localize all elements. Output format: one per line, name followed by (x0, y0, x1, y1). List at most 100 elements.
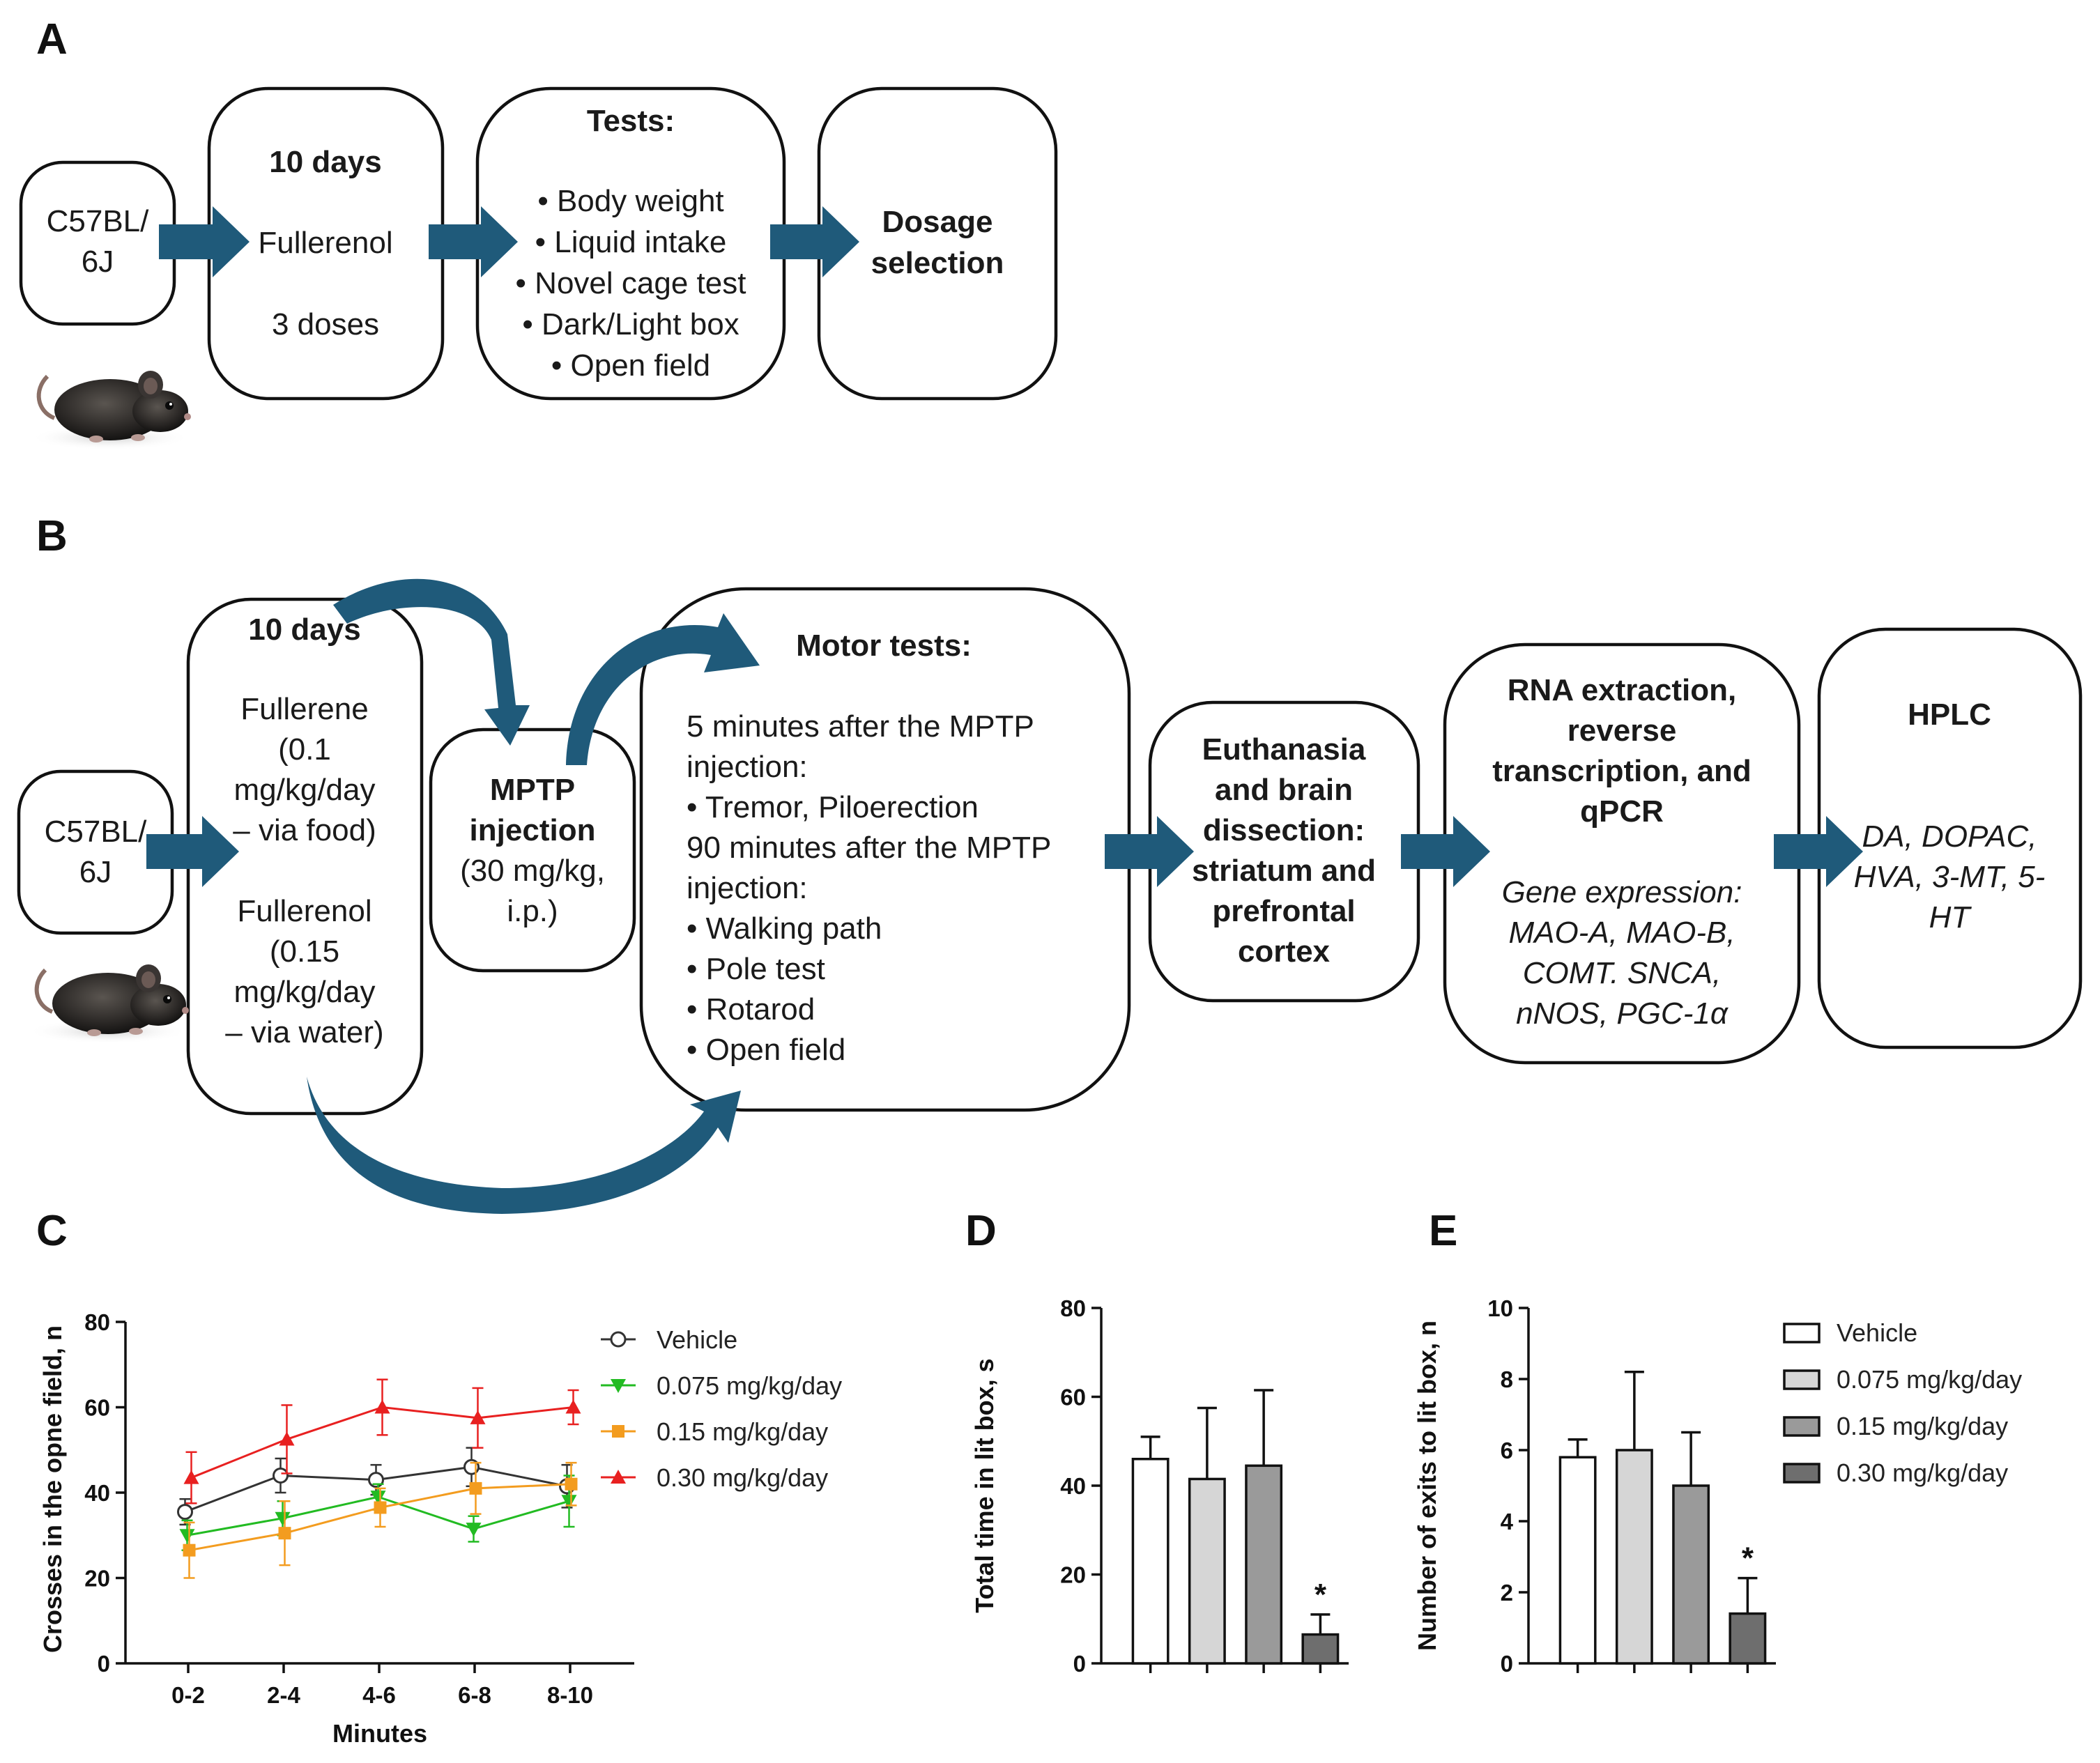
b-hplc-line: HVA, 3-MT, 5- (1854, 860, 2046, 894)
a-tests-box: Tests: • Body weight • Liquid intake • N… (475, 86, 786, 401)
legend-label: 0.075 mg/kg/day (1837, 1365, 2022, 1394)
x-tick-label: 4-6 (362, 1682, 396, 1708)
b-euthanasia-line: striatum and (1192, 854, 1376, 888)
data-point (374, 1501, 387, 1514)
legend-swatch (1783, 1369, 1821, 1390)
significance-marker: * (1315, 1578, 1327, 1612)
b-euthanasia-line: prefrontal (1212, 894, 1355, 928)
b-hplc-title: HPLC (1908, 698, 1991, 732)
legend-label: 0.30 mg/kg/day (1837, 1458, 2008, 1487)
panel-a-label: A (36, 15, 68, 63)
b-treatment-title: 10 days (248, 613, 360, 647)
a-tests-item: • Open field (551, 348, 710, 383)
a-dosage-line2: selection (871, 246, 1004, 280)
y-axis-label: Crosses in the opne field, n (38, 1325, 67, 1653)
b-motor-line: 90 minutes after the MPTP (687, 831, 1051, 865)
b-euthanasia-line: and brain (1215, 773, 1353, 807)
b-euthanasia-line: cortex (1238, 934, 1331, 969)
b-motor-line: 5 minutes after the MPTP (687, 709, 1034, 744)
y-tick-label: 40 (84, 1480, 110, 1506)
data-point (565, 1477, 578, 1491)
a-duration-title: 10 days (269, 145, 381, 179)
y-tick-label: 6 (1501, 1438, 1513, 1463)
panel-c-label: C (36, 1207, 68, 1255)
a-tests-item: • Body weight (537, 184, 723, 218)
data-point (183, 1470, 199, 1484)
b-rna-box: RNA extraction, reverse transcription, a… (1443, 642, 1801, 1065)
b-mptp-line: i.p.) (507, 894, 558, 928)
chart-c: 0 20 40 60 80 0-2 2-4 4-6 6-8 8-10 Minutes Crosses … (38, 1309, 842, 1748)
bar (1188, 1477, 1226, 1665)
b-motor-line: injection: (687, 871, 808, 905)
bar (1558, 1456, 1597, 1665)
bar (1301, 1633, 1340, 1665)
a-flow-arrow-1 (159, 206, 250, 277)
b-treatment-line: Fullerenol (237, 894, 371, 928)
y-tick-label: 60 (1060, 1385, 1086, 1410)
a-tests-title: Tests: (587, 104, 675, 138)
b-curved-arrow-bottom (307, 1077, 741, 1214)
b-curved-arrow-to-mptp (333, 578, 530, 746)
b-rna-gene-line: Gene expression: (1502, 875, 1742, 909)
data-point (179, 1529, 195, 1543)
a-tests-item: • Dark/Light box (522, 307, 739, 341)
a-dosage-box: Dosage selection (817, 86, 1058, 401)
y-tick-label: 0 (1073, 1651, 1086, 1677)
b-treatment-line: – via water) (225, 1015, 383, 1049)
bar (1245, 1464, 1283, 1665)
y-tick-label: 80 (1060, 1295, 1086, 1321)
data-point (611, 1470, 626, 1484)
y-axis-label: Total time in lit box, s (970, 1358, 999, 1612)
b-rna-gene-line: nNOS, PGC-1α (1516, 996, 1729, 1031)
b-rna-gene-line: MAO-A, MAO-B, (1508, 916, 1735, 950)
b-rna-title-line: qPCR (1580, 794, 1664, 829)
b-euthanasia-line: dissection: (1203, 813, 1365, 847)
panel-a: A C57BL/ 6J 10 days Fullerenol 3 doses T… (19, 15, 1058, 450)
y-tick-label: 40 (1060, 1473, 1086, 1499)
legend-label: Vehicle (1837, 1318, 1917, 1347)
b-motor-line: • Pole test (687, 952, 825, 986)
data-point (279, 1431, 295, 1446)
b-treatment-line: Fullerene (240, 692, 368, 726)
b-start-box: C57BL/ 6J (17, 769, 174, 935)
legend-swatch (1783, 1416, 1821, 1437)
b-treatment-box: 10 days Fullerene (0.1 mg/kg/day – via f… (186, 597, 424, 1116)
a-start-line1: C57BL/ (47, 204, 150, 238)
b-motor-line: injection: (687, 750, 808, 784)
panel-b: B C57BL/ 6J 10 days Fullerene (0.1 mg/kg… (17, 512, 2083, 1214)
y-tick-label: 4 (1501, 1509, 1514, 1534)
bar (1131, 1458, 1170, 1665)
b-motor-title: Motor tests: (796, 629, 972, 663)
legend-label: 0.15 mg/kg/day (657, 1417, 828, 1446)
b-hplc-line: DA, DOPAC, (1862, 819, 2037, 854)
b-curved-arrow-to-motor (566, 613, 760, 765)
y-tick-label: 60 (84, 1395, 110, 1421)
y-tick-label: 2 (1501, 1580, 1513, 1606)
legend-label: 0.30 mg/kg/day (657, 1463, 828, 1492)
a-duration-line2: 3 doses (272, 307, 379, 341)
bar (1615, 1449, 1653, 1665)
data-point (275, 1511, 291, 1526)
y-tick-label: 80 (84, 1309, 110, 1335)
b-rna-title-line: transcription, and (1492, 754, 1752, 788)
b-hplc-line: HT (1929, 900, 1972, 934)
x-tick-label: 8-10 (547, 1682, 593, 1708)
b-treatment-line: mg/kg/day (234, 773, 376, 807)
b-flow-arrow-2 (1105, 816, 1194, 887)
data-point (374, 1399, 390, 1414)
panel-e-label: E (1429, 1207, 1457, 1255)
b-start-line2: 6J (79, 855, 112, 889)
b-motor-line: • Walking path (687, 911, 882, 946)
a-tests-item: • Novel cage test (516, 266, 746, 300)
data-point (177, 1504, 193, 1521)
b-mptp-box: MPTP injection (30 mg/kg, i.p.) (429, 727, 636, 973)
b-rna-title-line: RNA extraction, (1508, 673, 1736, 707)
b-euthanasia-line: Euthanasia (1202, 732, 1366, 767)
panel-c: C 0 20 40 60 80 0-2 2-4 4-6 6-8 8-10 Minutes Crosse… (36, 1207, 842, 1748)
significance-marker: * (1742, 1541, 1754, 1576)
a-flow-arrow-2 (429, 206, 518, 277)
bar (1672, 1484, 1710, 1665)
y-tick-label: 0 (98, 1651, 110, 1677)
b-mptp-line: (30 mg/kg, (460, 854, 605, 888)
data-point (565, 1399, 581, 1414)
